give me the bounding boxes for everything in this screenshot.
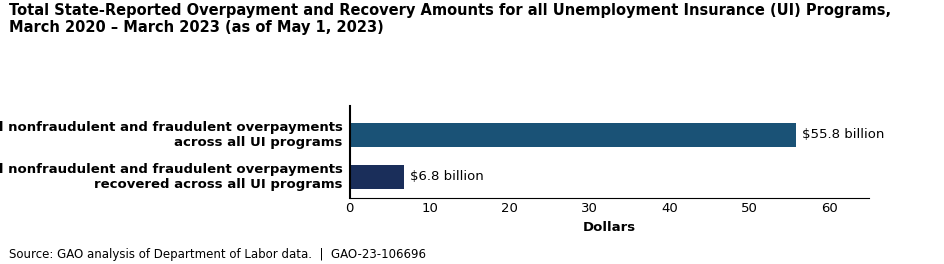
Text: $6.8 billion: $6.8 billion — [410, 171, 483, 183]
Bar — [349, 166, 404, 188]
Text: Total nonfraudulent and fraudulent overpayments
across all UI programs: Total nonfraudulent and fraudulent overp… — [0, 121, 343, 149]
Bar — [349, 124, 795, 147]
Text: $55.8 billion: $55.8 billion — [801, 129, 884, 142]
Text: Total nonfraudulent and fraudulent overpayments
recovered across all UI programs: Total nonfraudulent and fraudulent overp… — [0, 163, 343, 191]
Text: Source: GAO analysis of Department of Labor data.  |  GAO-23-106696: Source: GAO analysis of Department of La… — [9, 248, 426, 261]
X-axis label: Dollars: Dollars — [582, 221, 635, 234]
Text: Total State-Reported Overpayment and Recovery Amounts for all Unemployment Insur: Total State-Reported Overpayment and Rec… — [9, 3, 890, 35]
